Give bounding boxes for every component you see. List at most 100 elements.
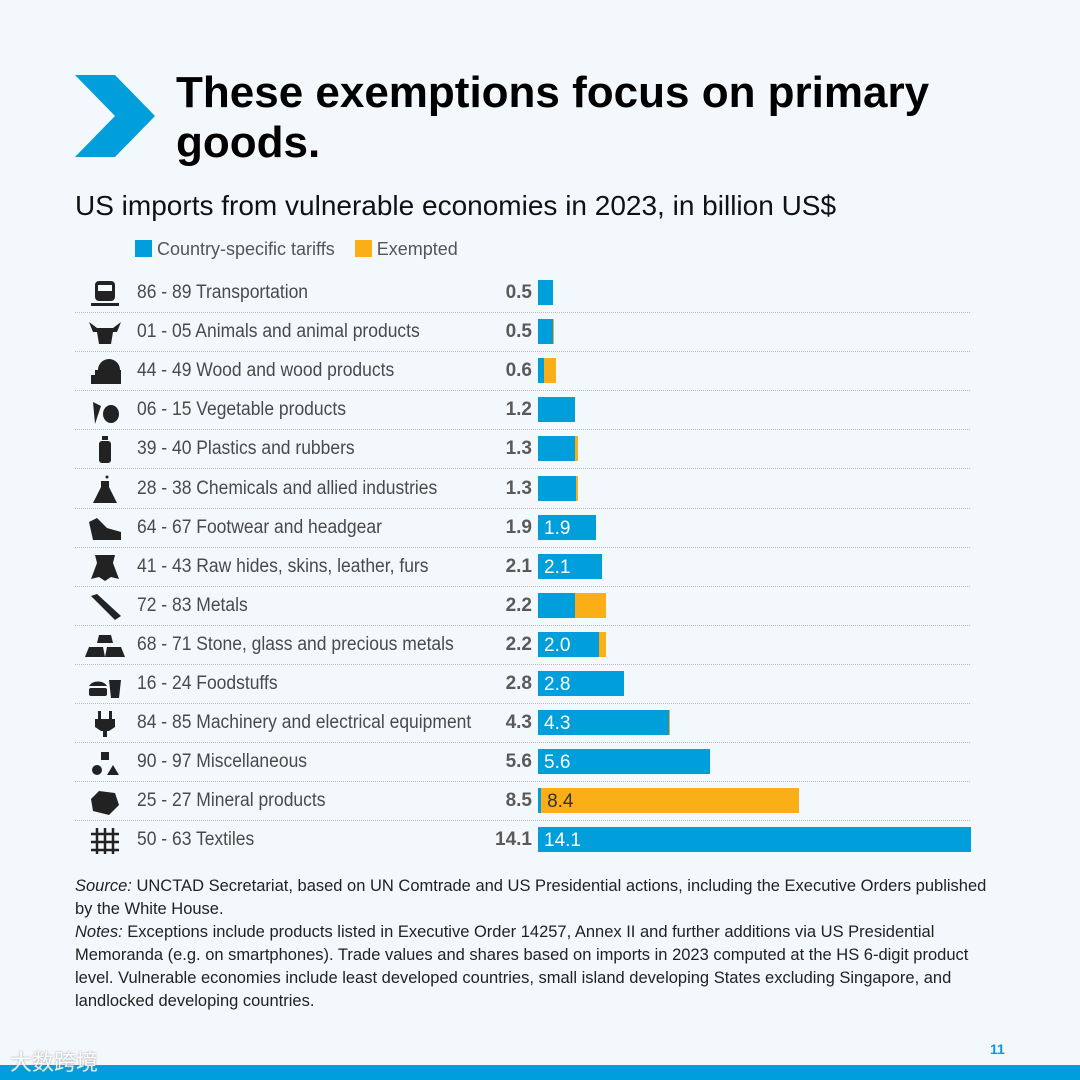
category-label: 86 - 89 Transportation <box>137 282 309 303</box>
stacked-bar <box>538 436 578 462</box>
chart-row: 86 - 89 Transportation 0.5 <box>75 274 970 313</box>
notes: Source: UNCTAD Secretariat, based on UN … <box>75 877 987 1010</box>
category-label: 41 - 43 Raw hides, skins, leather, furs <box>137 555 429 577</box>
shapes-icon <box>92 752 119 776</box>
stacked-bar: 2.8 <box>538 671 624 696</box>
stacked-bar: 2.0 <box>538 631 606 657</box>
bar-segment-exempted <box>576 475 578 501</box>
row-divider <box>75 624 970 626</box>
chart-row: 90 - 97 Miscellaneous 5.6 5.6 <box>75 743 970 783</box>
category-label: 16 - 24 Foodstuffs <box>137 673 278 694</box>
bar-segment-exempted <box>574 436 578 462</box>
category-label: 44 - 49 Wood and wood products <box>137 360 395 382</box>
row-divider <box>75 351 970 353</box>
total-value-label: 2.8 <box>505 673 532 694</box>
textile-icon <box>91 828 119 855</box>
stacked-bar: 8.4 <box>538 788 800 814</box>
chart-row: 16 - 24 Foodstuffs 2.8 2.8 <box>75 665 970 704</box>
bar-segment-tariffs: 14.1 <box>538 827 971 853</box>
food-icon <box>89 680 121 698</box>
chart-row: 44 - 49 Wood and wood products 0.6 <box>75 352 970 392</box>
chart-row: 06 - 15 Vegetable products 1.2 <box>75 391 970 431</box>
total-value-label: 8.5 <box>505 790 532 812</box>
category-label: 72 - 83 Metals <box>137 594 248 616</box>
category-label: 68 - 71 Stone, glass and precious metals <box>137 633 454 655</box>
total-value-label: 0.5 <box>505 321 532 343</box>
legend-item-exempted: Exempted <box>354 239 458 260</box>
row-divider <box>75 585 970 587</box>
row-divider <box>75 703 970 704</box>
bar-segment-tariffs: 2.8 <box>538 671 624 696</box>
data-label: 2.0 <box>544 634 571 656</box>
bar-segment-tariffs <box>538 280 554 305</box>
bar-segment-tariffs <box>538 358 545 384</box>
watermark: 大数跨境 <box>10 1050 99 1075</box>
total-value-label: 1.9 <box>505 516 532 538</box>
total-value-label: 0.6 <box>505 360 532 382</box>
stacked-bar <box>538 358 557 384</box>
stacked-bar: 2.1 <box>538 553 603 579</box>
total-value-label: 1.2 <box>505 399 532 421</box>
stacked-bar <box>538 280 554 305</box>
bar-segment-exempted: 8.4 <box>541 788 800 814</box>
category-label: 28 - 38 Chemicals and allied industries <box>137 477 438 499</box>
bar-segment-tariffs <box>538 592 575 618</box>
stacked-bar <box>538 319 554 345</box>
bar-segment-tariffs <box>538 475 577 501</box>
bar-segment-tariffs: 2.1 <box>538 553 603 579</box>
category-label: 06 - 15 Vegetable products <box>137 399 346 421</box>
flask-icon <box>93 475 117 503</box>
bar-segment-tariffs <box>538 788 542 814</box>
category-label: 39 - 40 Plastics and rubbers <box>137 438 355 460</box>
page-number: 11 <box>990 1041 1005 1057</box>
page-title: These exemptions focus on primary goods. <box>176 68 930 167</box>
bottle-icon <box>99 436 111 464</box>
chart-row: 39 - 40 Plastics and rubbers 1.3 <box>75 430 970 470</box>
row-divider <box>75 429 970 431</box>
stacked-bar: 1.9 <box>538 514 597 540</box>
stacked-bar <box>538 475 578 501</box>
row-divider <box>75 546 970 548</box>
bar-segment-exempted <box>553 319 554 345</box>
data-label: 5.6 <box>544 752 571 774</box>
bar-segment-tariffs <box>538 436 575 462</box>
row-divider <box>75 312 970 313</box>
bar-segment-exempted <box>599 631 606 657</box>
train-icon <box>91 281 119 306</box>
chart-subtitle: US imports from vulnerable economies in … <box>75 190 837 221</box>
bar-segment-tariffs <box>538 397 575 423</box>
stacked-bar: 5.6 <box>538 749 710 775</box>
row-divider <box>75 820 970 822</box>
data-label: 4.3 <box>544 713 571 735</box>
total-value-label: 5.6 <box>505 751 532 773</box>
chart-row: 41 - 43 Raw hides, skins, leather, furs 2… <box>75 548 970 587</box>
chart-row: 84 - 85 Machinery and electrical equipme… <box>75 704 970 744</box>
total-value-label: 0.5 <box>505 282 532 303</box>
data-label: 8.4 <box>547 791 574 813</box>
bar-segment-tariffs: 4.3 <box>538 710 669 736</box>
category-label: 90 - 97 Miscellaneous <box>137 751 308 773</box>
total-value-label: 1.3 <box>505 477 532 499</box>
row-divider <box>75 390 970 392</box>
plug-icon <box>95 711 115 738</box>
total-value-label: 2.2 <box>505 594 532 616</box>
total-value-label: 1.3 <box>505 438 532 460</box>
hide-icon <box>91 554 119 581</box>
category-label: 64 - 67 Footwear and headgear <box>137 516 382 538</box>
mineral-icon <box>91 791 119 816</box>
chart-row: 25 - 27 Mineral products 8.5 8.4 <box>75 782 970 822</box>
total-value-label: 2.2 <box>505 633 532 655</box>
chart-row: 68 - 71 Stone, glass and precious metals… <box>75 626 970 665</box>
chevron-right-icon <box>75 75 155 157</box>
shoe-icon <box>89 517 121 540</box>
footer-bar <box>0 1065 1080 1080</box>
bar-segment-tariffs: 1.9 <box>538 514 597 540</box>
total-value-label: 14.1 <box>495 829 532 851</box>
total-value-label: 4.3 <box>505 712 532 734</box>
row-divider <box>75 781 970 783</box>
data-label: 14.1 <box>544 830 581 852</box>
row-divider <box>75 742 970 744</box>
bar-segment-tariffs <box>538 319 554 345</box>
total-value-label: 2.1 <box>505 555 532 577</box>
bar-segment-exempted <box>544 358 557 384</box>
